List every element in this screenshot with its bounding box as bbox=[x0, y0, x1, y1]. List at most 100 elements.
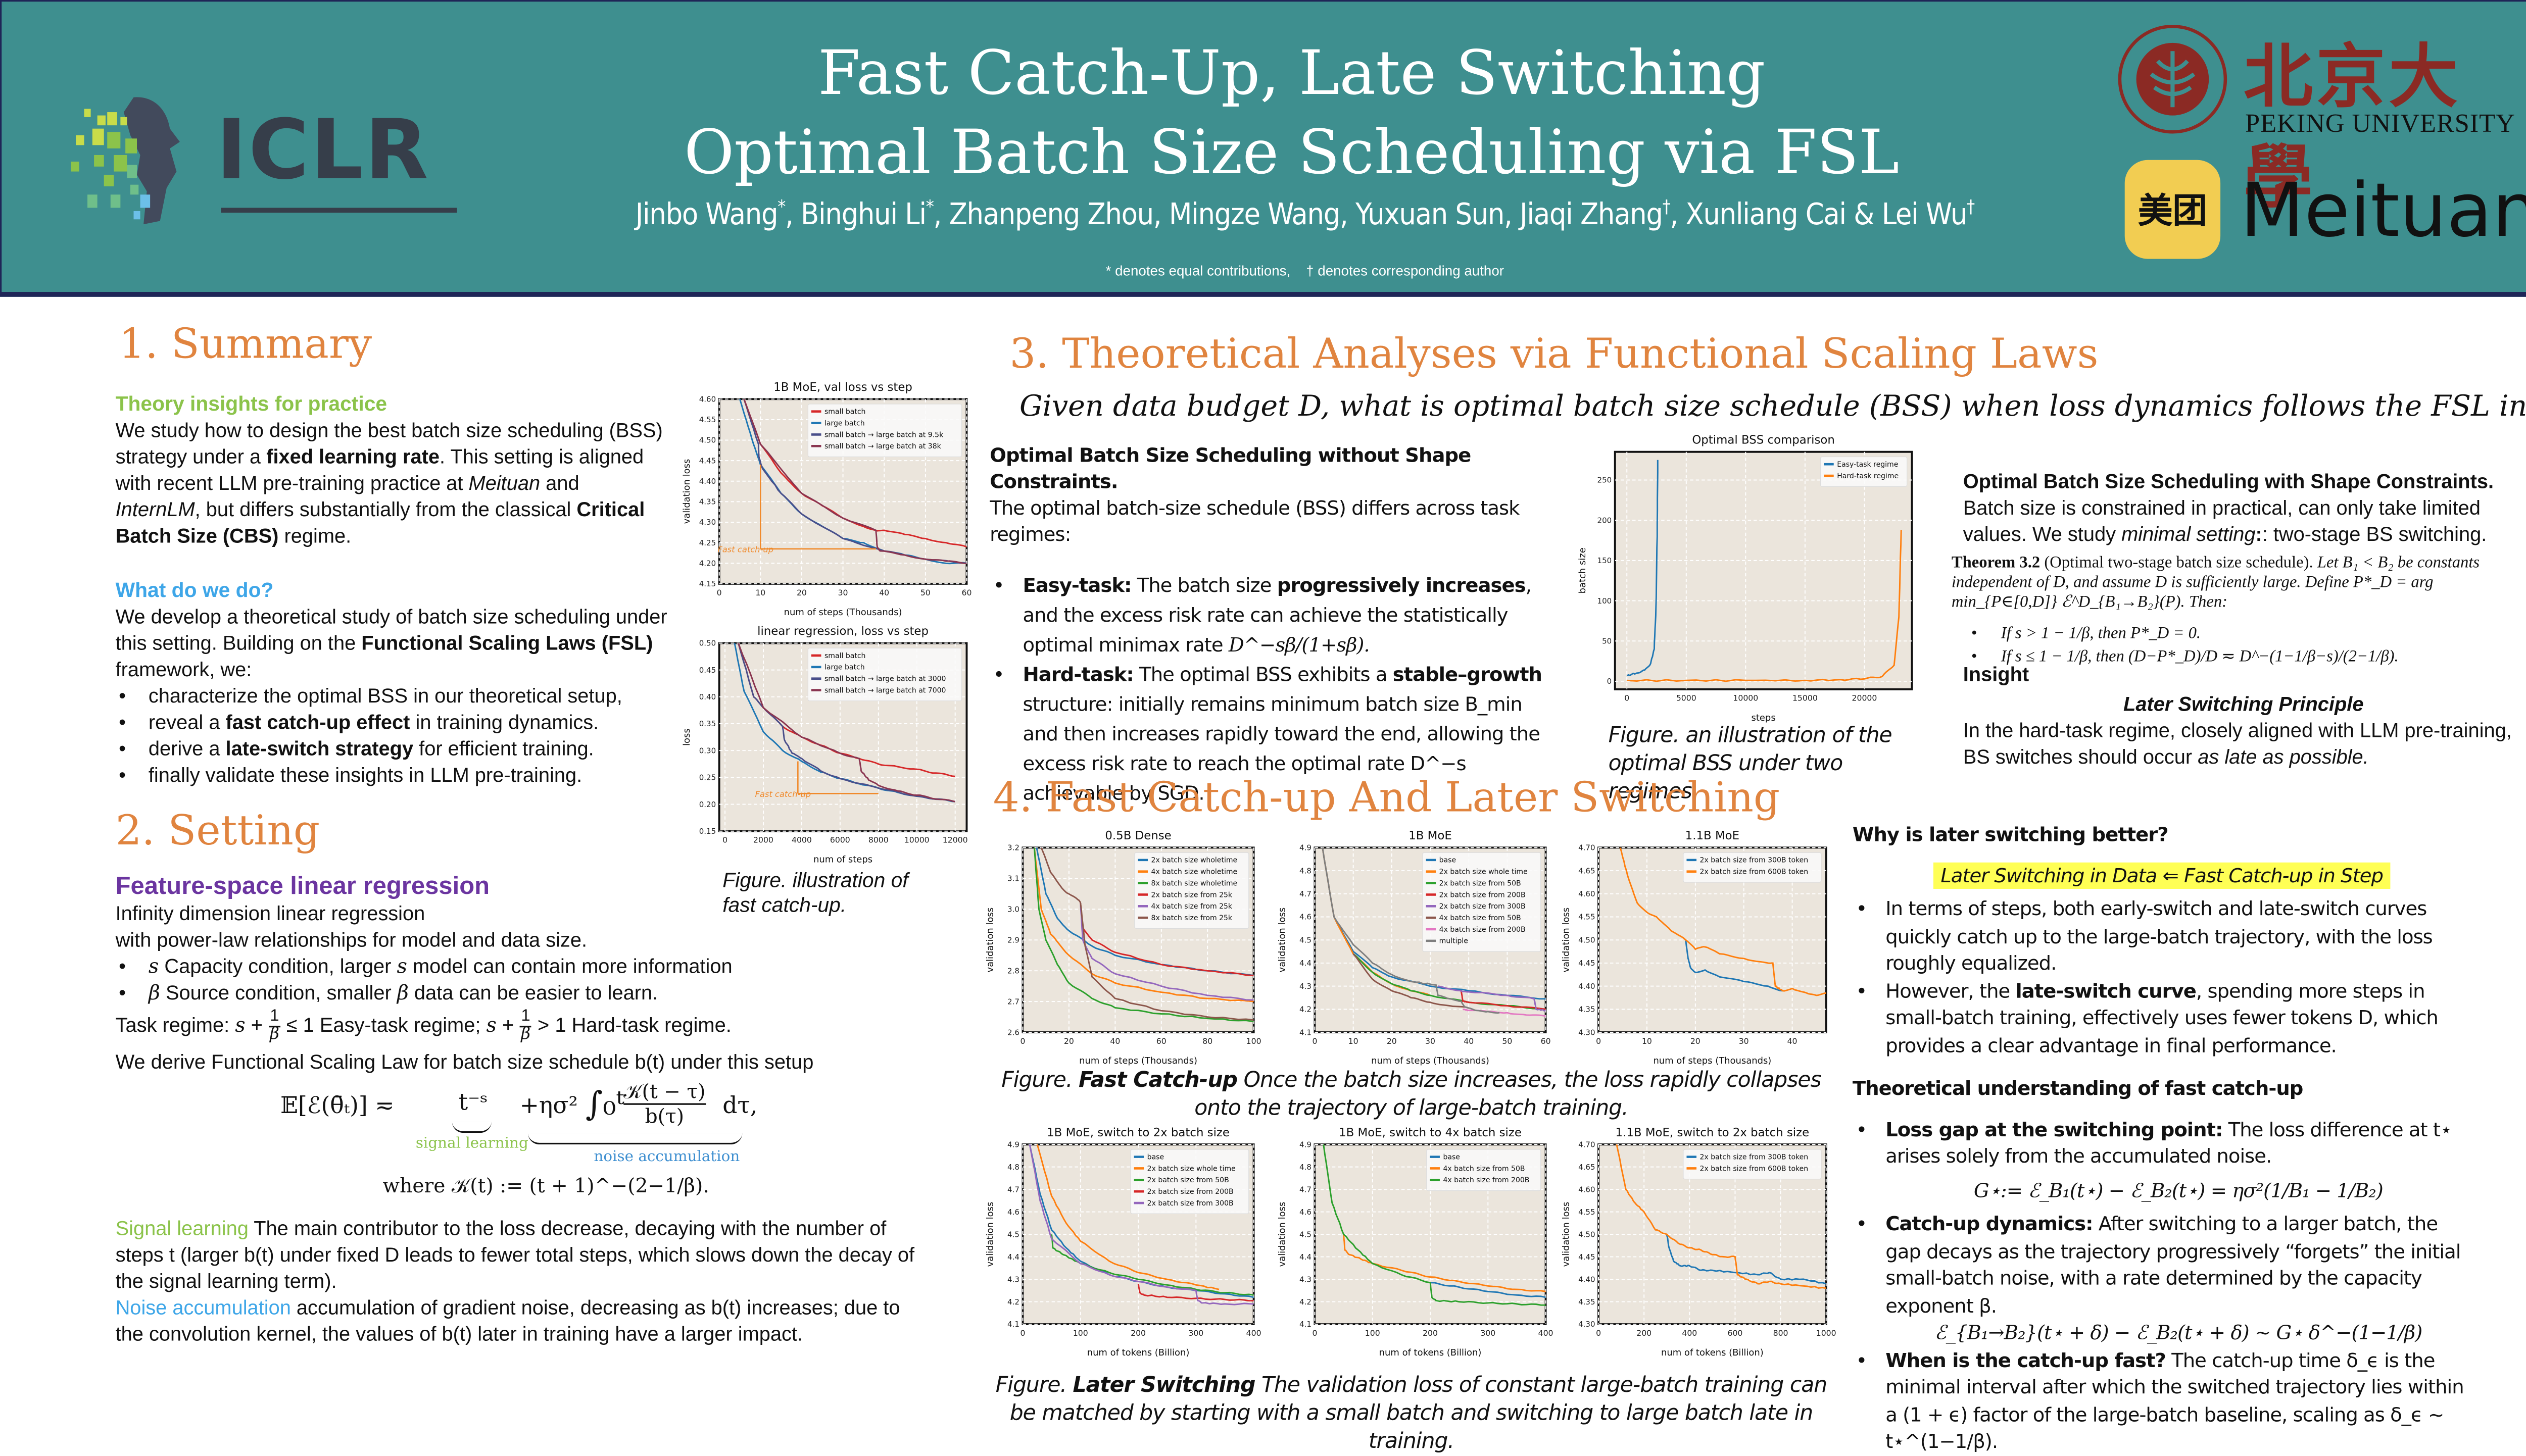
poster-title-line-1: Fast Catch-Up, Late Switching bbox=[818, 38, 1766, 109]
y-tick-label: 4.4 bbox=[1299, 1252, 1311, 1262]
x-tick-label: 60 bbox=[1541, 1036, 1551, 1046]
research-question: Given data budget D, what is optimal bat… bbox=[1019, 390, 2526, 424]
legend-entry: 4x batch size from 50B bbox=[1439, 914, 1521, 922]
insight-text: In the hard-task regime, closely aligned… bbox=[1963, 719, 2512, 769]
y-axis-label: batch size bbox=[1577, 547, 1588, 593]
catch-up-explanation: Why is later switching better? Later Swi… bbox=[1853, 821, 2471, 1455]
y-tick-label: 50 bbox=[1602, 636, 1612, 645]
y-tick-label: 4.3 bbox=[1299, 982, 1311, 991]
legend bbox=[1683, 852, 1822, 883]
peking-university-logo: 北京大學 PEKING UNIVERSITY bbox=[2118, 24, 2526, 218]
y-tick-label: 4.65 bbox=[1578, 866, 1595, 875]
x-tick-label: 0 bbox=[1312, 1036, 1317, 1046]
y-tick-label: 4.2 bbox=[1007, 1297, 1019, 1307]
x-tick-label: 0 bbox=[717, 588, 722, 597]
chart-title: 1B MoE bbox=[1408, 829, 1452, 842]
y-tick-label: 4.45 bbox=[1578, 959, 1595, 968]
series-line bbox=[1666, 1234, 1826, 1285]
x-tick-label: 1000 bbox=[1816, 1328, 1836, 1338]
chart-title: Optimal BSS comparison bbox=[1692, 433, 1835, 446]
series-line bbox=[1080, 903, 1254, 1001]
y-tick-label: 2.6 bbox=[1007, 1028, 1019, 1037]
theorem-cases: If s > 1 − 1/β, then P*_D = 0. If s ≤ 1 … bbox=[1968, 623, 2526, 669]
what-we-do-paragraph: We develop a theoretical study of batch … bbox=[115, 605, 667, 681]
series-line bbox=[1323, 1144, 1546, 1306]
x-tick-label: 80 bbox=[1202, 1036, 1212, 1046]
x-tick-label: 20 bbox=[1064, 1036, 1074, 1046]
why-later-switching-heading: Why is later switching better? bbox=[1852, 823, 2169, 846]
series-line bbox=[1033, 847, 1254, 1023]
series-line bbox=[738, 643, 955, 802]
y-tick-label: 0.45 bbox=[699, 666, 716, 675]
x-tick-label: 400 bbox=[1246, 1328, 1261, 1338]
legend-entry: large batch bbox=[824, 664, 865, 672]
x-tick-label: 0 bbox=[1021, 1328, 1026, 1338]
series-line bbox=[743, 399, 967, 548]
iclr-head-icon bbox=[71, 97, 180, 225]
y-tick-label: 4.9 bbox=[1299, 1140, 1311, 1149]
y-tick-label: 0.35 bbox=[699, 719, 716, 728]
y-tick-label: 4.7 bbox=[1299, 889, 1311, 898]
x-tick-label: 200 bbox=[1423, 1328, 1438, 1338]
chart-title: linear regression, loss vs step bbox=[757, 625, 929, 638]
y-axis-label: validation loss bbox=[1561, 908, 1571, 973]
x-tick-label: 20 bbox=[797, 588, 807, 597]
y-tick-label: 2.7 bbox=[1007, 997, 1019, 1006]
y-tick-label: 4.2 bbox=[1299, 1005, 1311, 1014]
legend-entry: multiple bbox=[1439, 937, 1468, 945]
setting-body: Feature-space linear regression Infinity… bbox=[115, 873, 924, 1075]
legend-entry: 2x batch size from 600B token bbox=[1700, 868, 1809, 876]
figure-caption-optimal-bss: Figure. an illustration of the optimal B… bbox=[1608, 724, 1892, 805]
y-tick-label: 4.60 bbox=[1578, 1185, 1595, 1194]
annotation-arrow bbox=[797, 761, 879, 794]
legend-entry: 2x batch size from 50B bbox=[1439, 879, 1521, 887]
meituan-wordmark: Meituan bbox=[2240, 166, 2526, 254]
y-tick-label: 3.2 bbox=[1007, 843, 1019, 852]
iclr-wordmark: ICLR bbox=[216, 102, 430, 198]
y-tick-label: 4.1 bbox=[1299, 1028, 1311, 1037]
y-tick-label: 4.15 bbox=[699, 579, 716, 588]
chart-0-5b-dense: 0.5B Dense 0 20 40 60 80 100 2.6 2.7 2.8 2.9 3.0 3.1… bbox=[985, 829, 1261, 1066]
legend-entry: 2x batch size from 300B bbox=[1147, 1199, 1234, 1208]
theoretical-understanding-heading: Theoretical understanding of fast catch-… bbox=[1852, 1077, 2303, 1100]
legend-entry: small batch → large batch at 9.5k bbox=[824, 431, 944, 439]
x-axis-label: num of tokens (Billion) bbox=[1661, 1347, 1764, 1358]
catch-up-dynamics-equation: ℰ_{B₁→B₂}(t⋆ + δ) − ℰ_B₂(t⋆ + δ) ~ G⋆ δ^… bbox=[1934, 1321, 2422, 1344]
y-tick-label: 4.70 bbox=[1578, 1140, 1595, 1149]
theorem-3-2: Theorem 3.2 (Optimal two-stage batch siz… bbox=[1952, 554, 2526, 670]
y-tick-label: 4.55 bbox=[1578, 913, 1595, 922]
author-list: Jinbo Wang*, Binghui Li*, Zhanpeng Zhou,… bbox=[497, 196, 2113, 233]
legend-entry: 2x batch size wholetime bbox=[1151, 857, 1238, 865]
legend bbox=[1426, 1149, 1541, 1191]
y-tick-label: 4.55 bbox=[1578, 1208, 1595, 1217]
x-tick-label: 50 bbox=[1502, 1036, 1512, 1046]
legend-entry: 2x batch size from 300B token bbox=[1700, 1153, 1809, 1162]
list-item: In terms of steps, both early-switch and… bbox=[1853, 895, 2471, 977]
x-axis-label: num of tokens (Billion) bbox=[1087, 1347, 1190, 1358]
legend-entry: large batch bbox=[824, 419, 865, 427]
legend-entry: 8x batch size wholetime bbox=[1151, 879, 1238, 887]
list-item: s Capacity condition, larger s model can… bbox=[116, 953, 924, 979]
author-text: , Binghui Li bbox=[785, 197, 927, 233]
x-tick-label: 0 bbox=[722, 835, 727, 845]
signal-learning-label: signal learning bbox=[415, 1136, 528, 1153]
condition-list: s Capacity condition, larger s model can… bbox=[116, 953, 924, 1006]
y-tick-label: 4.55 bbox=[699, 415, 716, 424]
annotation-fast-catch-up: Fast catch-up bbox=[755, 789, 811, 799]
y-tick-label: 4.35 bbox=[1578, 1297, 1595, 1307]
x-tick-label: 100 bbox=[1246, 1036, 1261, 1046]
legend-entry: Easy-task regime bbox=[1837, 461, 1898, 469]
y-tick-label: 200 bbox=[1597, 516, 1612, 525]
series-line bbox=[1137, 1283, 1254, 1302]
legend-entry: small batch → large batch at 7000 bbox=[824, 686, 946, 694]
corresponding-mark: † bbox=[1662, 196, 1671, 218]
x-tick-label: 300 bbox=[1480, 1328, 1495, 1338]
key-takeaway: Later Switching in Data ⇐ Fast Catch-up … bbox=[1853, 862, 2471, 889]
x-tick-label: 800 bbox=[1773, 1328, 1788, 1338]
x-axis-label: num of tokens (Billion) bbox=[1379, 1347, 1482, 1358]
y-tick-label: 3.0 bbox=[1007, 905, 1019, 914]
y-tick-label: 4.40 bbox=[1578, 1275, 1595, 1284]
y-tick-label: 0.40 bbox=[699, 692, 716, 701]
author-note: * denotes equal contributions, † denotes… bbox=[1105, 262, 1504, 279]
